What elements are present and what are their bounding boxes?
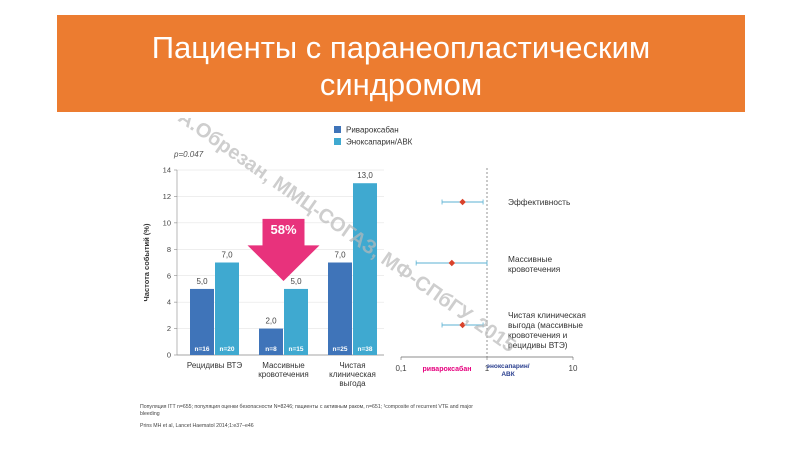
bar	[259, 328, 283, 355]
footnote-line-3: Prins MH et al, Lancet Haematol 2014;1:e…	[140, 423, 254, 429]
chart-image: Ривароксабан Эноксапарин/АВК p=0.047 0 2 4 6…	[122, 106, 622, 436]
p-value: p=0.047	[173, 150, 204, 159]
x-category-label: Чистая	[339, 361, 365, 370]
chart-canvas: Ривароксабан Эноксапарин/АВК p=0.047 0 2 4 6…	[140, 106, 586, 429]
footnotes: Популяция ITT n=655; популяция оценки бе…	[140, 404, 473, 429]
bar	[284, 288, 308, 355]
bar-n-label: n=8	[265, 346, 277, 353]
y-tick-label: 4	[167, 298, 171, 307]
forest-row-label: Массивные	[508, 254, 553, 264]
y-tick-label: 2	[167, 324, 171, 333]
legend: Ривароксабан Эноксапарин/АВК	[334, 126, 413, 147]
bar-n-label: n=15	[289, 346, 304, 353]
forest-left-favor-label: ривароксабан	[423, 365, 472, 373]
bar-value-label: 7,0	[221, 251, 233, 260]
x-category-label: Массивные	[262, 361, 305, 370]
bar	[190, 288, 214, 355]
forest-plot: 0,1 1 10 ривароксабан эноксапарин/АВК Эффекти…	[395, 168, 586, 378]
reduction-arrow	[247, 218, 320, 281]
x-category-label: клиническая	[329, 370, 376, 379]
forest-point-estimate	[459, 198, 466, 206]
forest-x-tick-label: 1	[485, 364, 490, 373]
legend-label-1: Ривароксабан	[346, 126, 399, 135]
y-tick-label: 6	[167, 271, 171, 280]
forest-row-label: Чистая клиническая	[508, 310, 586, 320]
footnote-line-2: bleeding	[140, 411, 160, 417]
bar-value-label: 5,0	[290, 277, 302, 286]
forest-right-favor-label: эноксапарин/	[486, 363, 529, 370]
forest-row-label: рецидивы ВТЭ)	[508, 340, 568, 350]
y-tick-label: 10	[163, 218, 171, 227]
slide-title-line-2: синдромом	[319, 67, 483, 102]
title-bar: Пациенты с паранеопластическим синдромом	[57, 15, 745, 112]
legend-swatch-1	[334, 126, 341, 133]
y-axis-label: Частота событий (%)	[142, 223, 151, 301]
x-category-label: выгода	[339, 379, 366, 388]
legend-swatch-2	[334, 138, 341, 145]
y-tick-label: 12	[163, 192, 171, 201]
x-category-label: Рецидивы ВТЭ	[187, 361, 243, 370]
forest-x-tick-label: 10	[569, 364, 578, 373]
bar-chart: 0 2 4 6 8 10 12 14 Частота событий (%) 5,0 n=16 7,0…	[142, 166, 384, 388]
bar	[215, 262, 239, 355]
forest-row-label: выгода (массивные	[508, 320, 583, 330]
bar	[353, 183, 377, 355]
footnote-line-1: Популяция ITT n=655; популяция оценки бе…	[140, 404, 473, 410]
bar-value-label: 13,0	[357, 171, 373, 180]
bar-n-label: n=38	[358, 346, 373, 353]
legend-label-2: Эноксапарин/АВК	[346, 138, 413, 147]
forest-x-tick-label: 0,1	[395, 364, 407, 373]
y-tick-label: 0	[167, 351, 171, 360]
forest-row-label: Эффективность	[508, 197, 570, 207]
slide-title-line-1: Пациенты с паранеопластическим	[151, 30, 651, 65]
x-category-label: кровотечения	[258, 370, 308, 379]
slide-title: Пациенты с паранеопластическим синдромом	[57, 29, 745, 103]
bar-n-label: n=20	[220, 346, 235, 353]
reduction-label: 58%	[270, 222, 296, 237]
y-tick-label: 14	[163, 166, 171, 175]
bar-value-label: 7,0	[334, 251, 346, 260]
forest-row-label: кровотечения	[508, 264, 560, 274]
forest-right-favor-label: АВК	[501, 371, 514, 378]
bar-value-label: 2,0	[265, 317, 277, 326]
bar-n-label: n=16	[195, 346, 210, 353]
bar	[328, 262, 352, 355]
forest-row-label: кровотечения и	[508, 330, 568, 340]
bar-value-label: 5,0	[196, 277, 208, 286]
bar-n-label: n=25	[333, 346, 348, 353]
forest-point-estimate	[448, 259, 456, 267]
y-tick-label: 8	[167, 245, 171, 254]
